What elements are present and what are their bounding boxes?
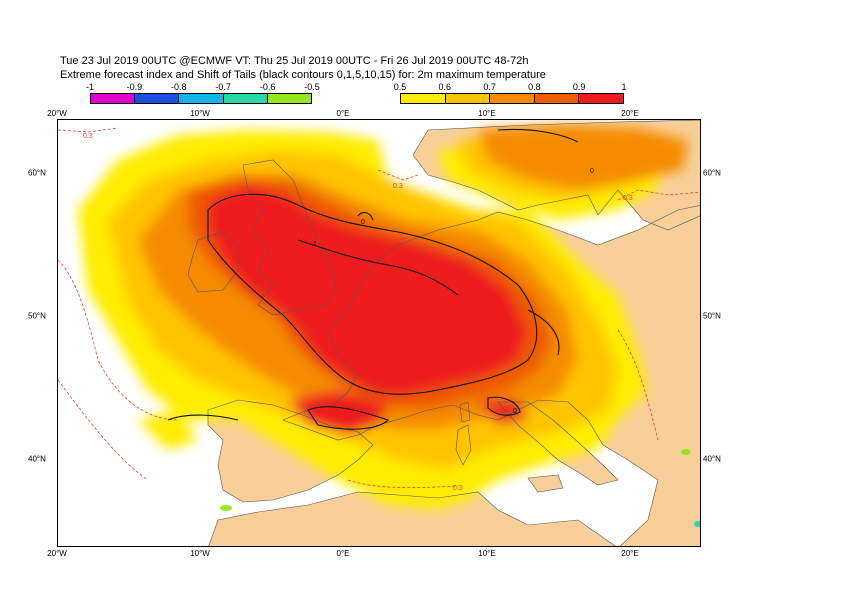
coastline xyxy=(497,401,619,486)
legend-neg-label: -0.8 xyxy=(171,82,187,92)
lon-label-bottom: 10°W xyxy=(190,549,210,558)
legend-pos-swatch xyxy=(490,94,535,103)
coastlines xyxy=(187,120,700,546)
lat-label-left: 40°N xyxy=(28,454,46,464)
low-efi-patches xyxy=(220,449,700,527)
lat-label-right: 50°N xyxy=(703,311,721,321)
coastline xyxy=(187,231,239,293)
legend-pos-label: 0.6 xyxy=(438,82,452,92)
lon-label-bottom: 20°E xyxy=(621,549,639,558)
efi-contour-label: 0.3 xyxy=(453,485,463,492)
lat-label-right: 40°N xyxy=(703,454,721,464)
map-title: Tue 23 Jul 2019 00UTC @ECMWF VT: Thu 25 … xyxy=(60,55,529,67)
lon-label-bottom: 20°W xyxy=(47,549,67,558)
efi-contour-label: 0.3 xyxy=(393,183,403,190)
sot-contours xyxy=(167,128,579,430)
legend-neg-swatch xyxy=(223,94,268,103)
sot-contour-label: 0 xyxy=(513,408,517,415)
legend-neg-swatch xyxy=(179,94,224,103)
legend-neg-swatch xyxy=(135,94,180,103)
map-subtitle: Extreme forecast index and Shift of Tail… xyxy=(60,69,546,81)
lon-label-top: 10°W xyxy=(190,109,210,118)
lat-label-left: 50°N xyxy=(28,311,46,321)
coastline xyxy=(455,424,472,466)
legend-pos-label: 0.5 xyxy=(393,82,407,92)
efi-contour-label: 0.3 xyxy=(623,195,633,202)
coastline xyxy=(282,205,700,546)
efi-contour-label: 0.3 xyxy=(83,133,93,140)
legend-pos-swatch xyxy=(445,94,491,103)
legend-neg-label: -0.5 xyxy=(304,82,320,92)
coastline xyxy=(207,399,374,503)
coastline xyxy=(527,474,564,493)
legend-neg-label: -0.7 xyxy=(215,82,231,92)
contour-labels: 0.3 0.3 0.3 0.3 1 0 0 0 xyxy=(83,133,633,492)
coastline xyxy=(242,159,337,316)
legend-pos-swatch xyxy=(534,94,580,103)
legend-neg-swatch xyxy=(91,94,136,103)
legend-pos-swatch xyxy=(401,94,446,103)
coastline xyxy=(459,401,471,423)
legend-neg-label: -1 xyxy=(85,82,95,92)
legend-neg-swatch xyxy=(267,94,312,103)
lat-label-right: 60°N xyxy=(703,168,721,178)
lon-label-bottom: 0°E xyxy=(336,549,350,558)
sot-contour-label: 0 xyxy=(590,168,594,175)
lon-label-top: 0°E xyxy=(336,109,350,118)
legend-pos-label: 1 xyxy=(621,82,627,92)
dashed-efi-contours xyxy=(58,127,700,489)
legend-positive: 0.5 0.6 0.7 0.8 0.9 1 xyxy=(394,82,627,106)
legend-pos-label: 0.8 xyxy=(528,82,541,92)
legend-negative: -1 -0.9 -0.8 -0.7 -0.6 -0.5 xyxy=(86,82,320,106)
sot-contour-label: 1 xyxy=(313,241,317,248)
legend-neg-label: -0.6 xyxy=(259,82,276,92)
lon-label-bottom: 10°E xyxy=(478,549,496,558)
legend-pos-colorbar xyxy=(400,93,624,104)
coastline xyxy=(208,491,616,546)
legend-pos-swatch xyxy=(579,94,623,103)
legend-neg-colorbar xyxy=(90,93,312,104)
legend-pos-label: 0.9 xyxy=(572,82,586,92)
lon-label-top: 10°E xyxy=(478,109,496,118)
map-canvas: 0.3 0.3 0.3 0.3 1 0 0 0 xyxy=(58,120,700,546)
sot-contour-label: 0 xyxy=(361,219,365,226)
lon-label-top: 20°E xyxy=(621,109,639,118)
lon-label-top: 20°W xyxy=(47,109,67,118)
efi-map[interactable]: 0.3 0.3 0.3 0.3 1 0 0 0 xyxy=(57,119,701,547)
legend-pos-label: 0.7 xyxy=(483,82,496,92)
coastline xyxy=(412,120,700,231)
lat-label-left: 60°N xyxy=(28,168,46,178)
legend-neg-label: -0.9 xyxy=(126,82,143,92)
